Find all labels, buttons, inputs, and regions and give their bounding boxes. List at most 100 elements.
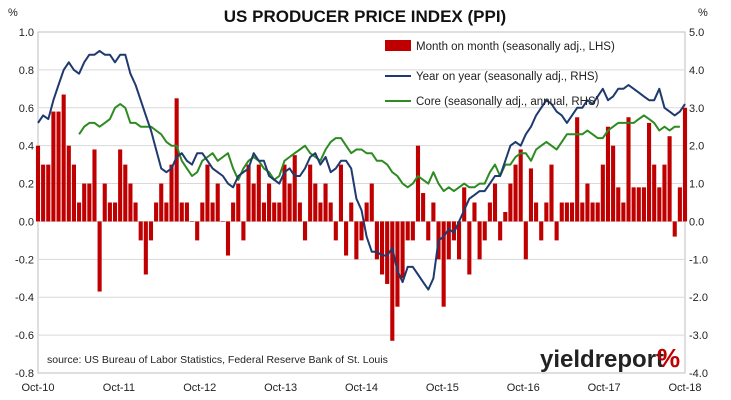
mom-bar	[441, 221, 446, 307]
mom-bar	[349, 202, 354, 222]
mom-bar	[256, 164, 261, 222]
mom-bar	[667, 136, 672, 222]
mom-bar	[672, 221, 677, 237]
mom-bar	[179, 202, 184, 222]
right-tick-label: -4.0	[689, 368, 708, 380]
mom-bar	[457, 221, 462, 260]
mom-bar	[82, 183, 87, 222]
mom-bar	[636, 187, 641, 222]
left-tick-label: -0.2	[15, 254, 34, 266]
mom-bar	[267, 183, 272, 222]
mom-bar	[621, 202, 626, 222]
left-tick-label: 0.4	[19, 141, 34, 153]
mom-bar	[297, 202, 302, 222]
mom-bars	[35, 94, 688, 341]
mom-bar	[431, 202, 436, 222]
right-tick-label: 3.0	[689, 103, 704, 115]
mom-bar	[241, 221, 246, 241]
logo-wordmark: yieldreport	[540, 346, 664, 373]
mom-bar	[215, 183, 220, 222]
mom-bar	[272, 202, 277, 222]
right-tick-label: 1.0	[689, 179, 704, 191]
mom-bar	[287, 183, 292, 222]
mom-bar	[446, 221, 451, 260]
mom-bar	[611, 145, 616, 222]
mom-bar	[56, 111, 61, 222]
mom-bar	[164, 202, 169, 222]
mom-bar	[462, 187, 467, 222]
mom-bar	[354, 221, 359, 260]
mom-bar	[492, 183, 498, 222]
yoy-line	[37, 49, 686, 291]
mom-bar	[66, 145, 71, 222]
mom-bar	[405, 221, 410, 241]
mom-bar	[282, 164, 287, 222]
mom-bar	[251, 183, 256, 222]
x-tick-label: Oct-10	[21, 382, 54, 394]
mom-bar	[46, 164, 51, 222]
mom-bar	[605, 126, 611, 222]
mom-bar	[508, 183, 513, 222]
left-tick-label: -0.8	[15, 368, 34, 380]
mom-bar	[513, 164, 518, 222]
mom-bar	[210, 202, 215, 222]
mom-bar	[657, 187, 662, 222]
right-tick-label: -1.0	[689, 254, 708, 266]
mom-bar	[426, 221, 431, 241]
mom-bar	[236, 183, 241, 222]
mom-bar	[246, 164, 251, 222]
mom-bar	[374, 221, 379, 260]
mom-bar	[585, 183, 590, 222]
mom-bar	[477, 221, 482, 260]
mom-bar	[487, 202, 492, 222]
mom-bar	[359, 221, 364, 241]
mom-bar	[338, 164, 344, 222]
mom-bar	[641, 187, 646, 222]
mom-bar	[35, 145, 41, 222]
mom-bar	[308, 164, 313, 222]
mom-bar	[302, 221, 308, 241]
mom-bar	[467, 221, 472, 275]
mom-bar	[328, 202, 333, 222]
mom-bar	[61, 94, 66, 222]
mom-bar	[231, 202, 236, 222]
mom-bar	[590, 202, 595, 222]
x-tick-label: Oct-18	[668, 382, 701, 394]
mom-bar	[154, 202, 159, 222]
x-tick-label: Oct-16	[507, 382, 540, 394]
mom-bar	[554, 221, 559, 241]
mom-bar	[174, 98, 179, 222]
mom-bar	[41, 164, 46, 222]
legend-label-yoy: Year on year (seasonally adj., RHS)	[416, 71, 599, 83]
mom-bar	[390, 221, 395, 341]
core-line	[78, 103, 680, 193]
mom-bar	[220, 221, 225, 222]
mom-bar	[421, 193, 426, 222]
mom-bar	[189, 221, 195, 222]
mom-bar	[148, 221, 154, 241]
mom-bar	[395, 221, 400, 307]
mom-bar	[159, 183, 164, 222]
mom-bar	[107, 202, 112, 222]
x-tick-label: Oct-17	[588, 382, 621, 394]
mom-bar	[92, 149, 97, 222]
mom-bar	[544, 202, 549, 222]
mom-bar	[559, 202, 564, 222]
left-tick-label: 0.2	[19, 179, 34, 191]
x-tick-label: Oct-13	[264, 382, 297, 394]
right-tick-label: 4.0	[689, 65, 704, 77]
mom-bar	[647, 122, 652, 222]
mom-bar	[682, 107, 688, 222]
mom-bar	[539, 221, 544, 241]
mom-bar	[549, 164, 554, 222]
mom-bar	[169, 164, 174, 222]
mom-bar	[364, 202, 369, 222]
left-tick-label: 0.0	[19, 216, 34, 228]
mom-bar	[344, 221, 349, 256]
mom-bar	[133, 202, 138, 222]
mom-bar	[123, 164, 128, 222]
source-note: source: US Bureau of Labor Statistics, F…	[47, 354, 388, 366]
left-axis-ticks: 1.0 0.8 0.6 0.4 0.2 0.0 -0.2 -0.4 -0.6 -0.8	[15, 27, 34, 380]
